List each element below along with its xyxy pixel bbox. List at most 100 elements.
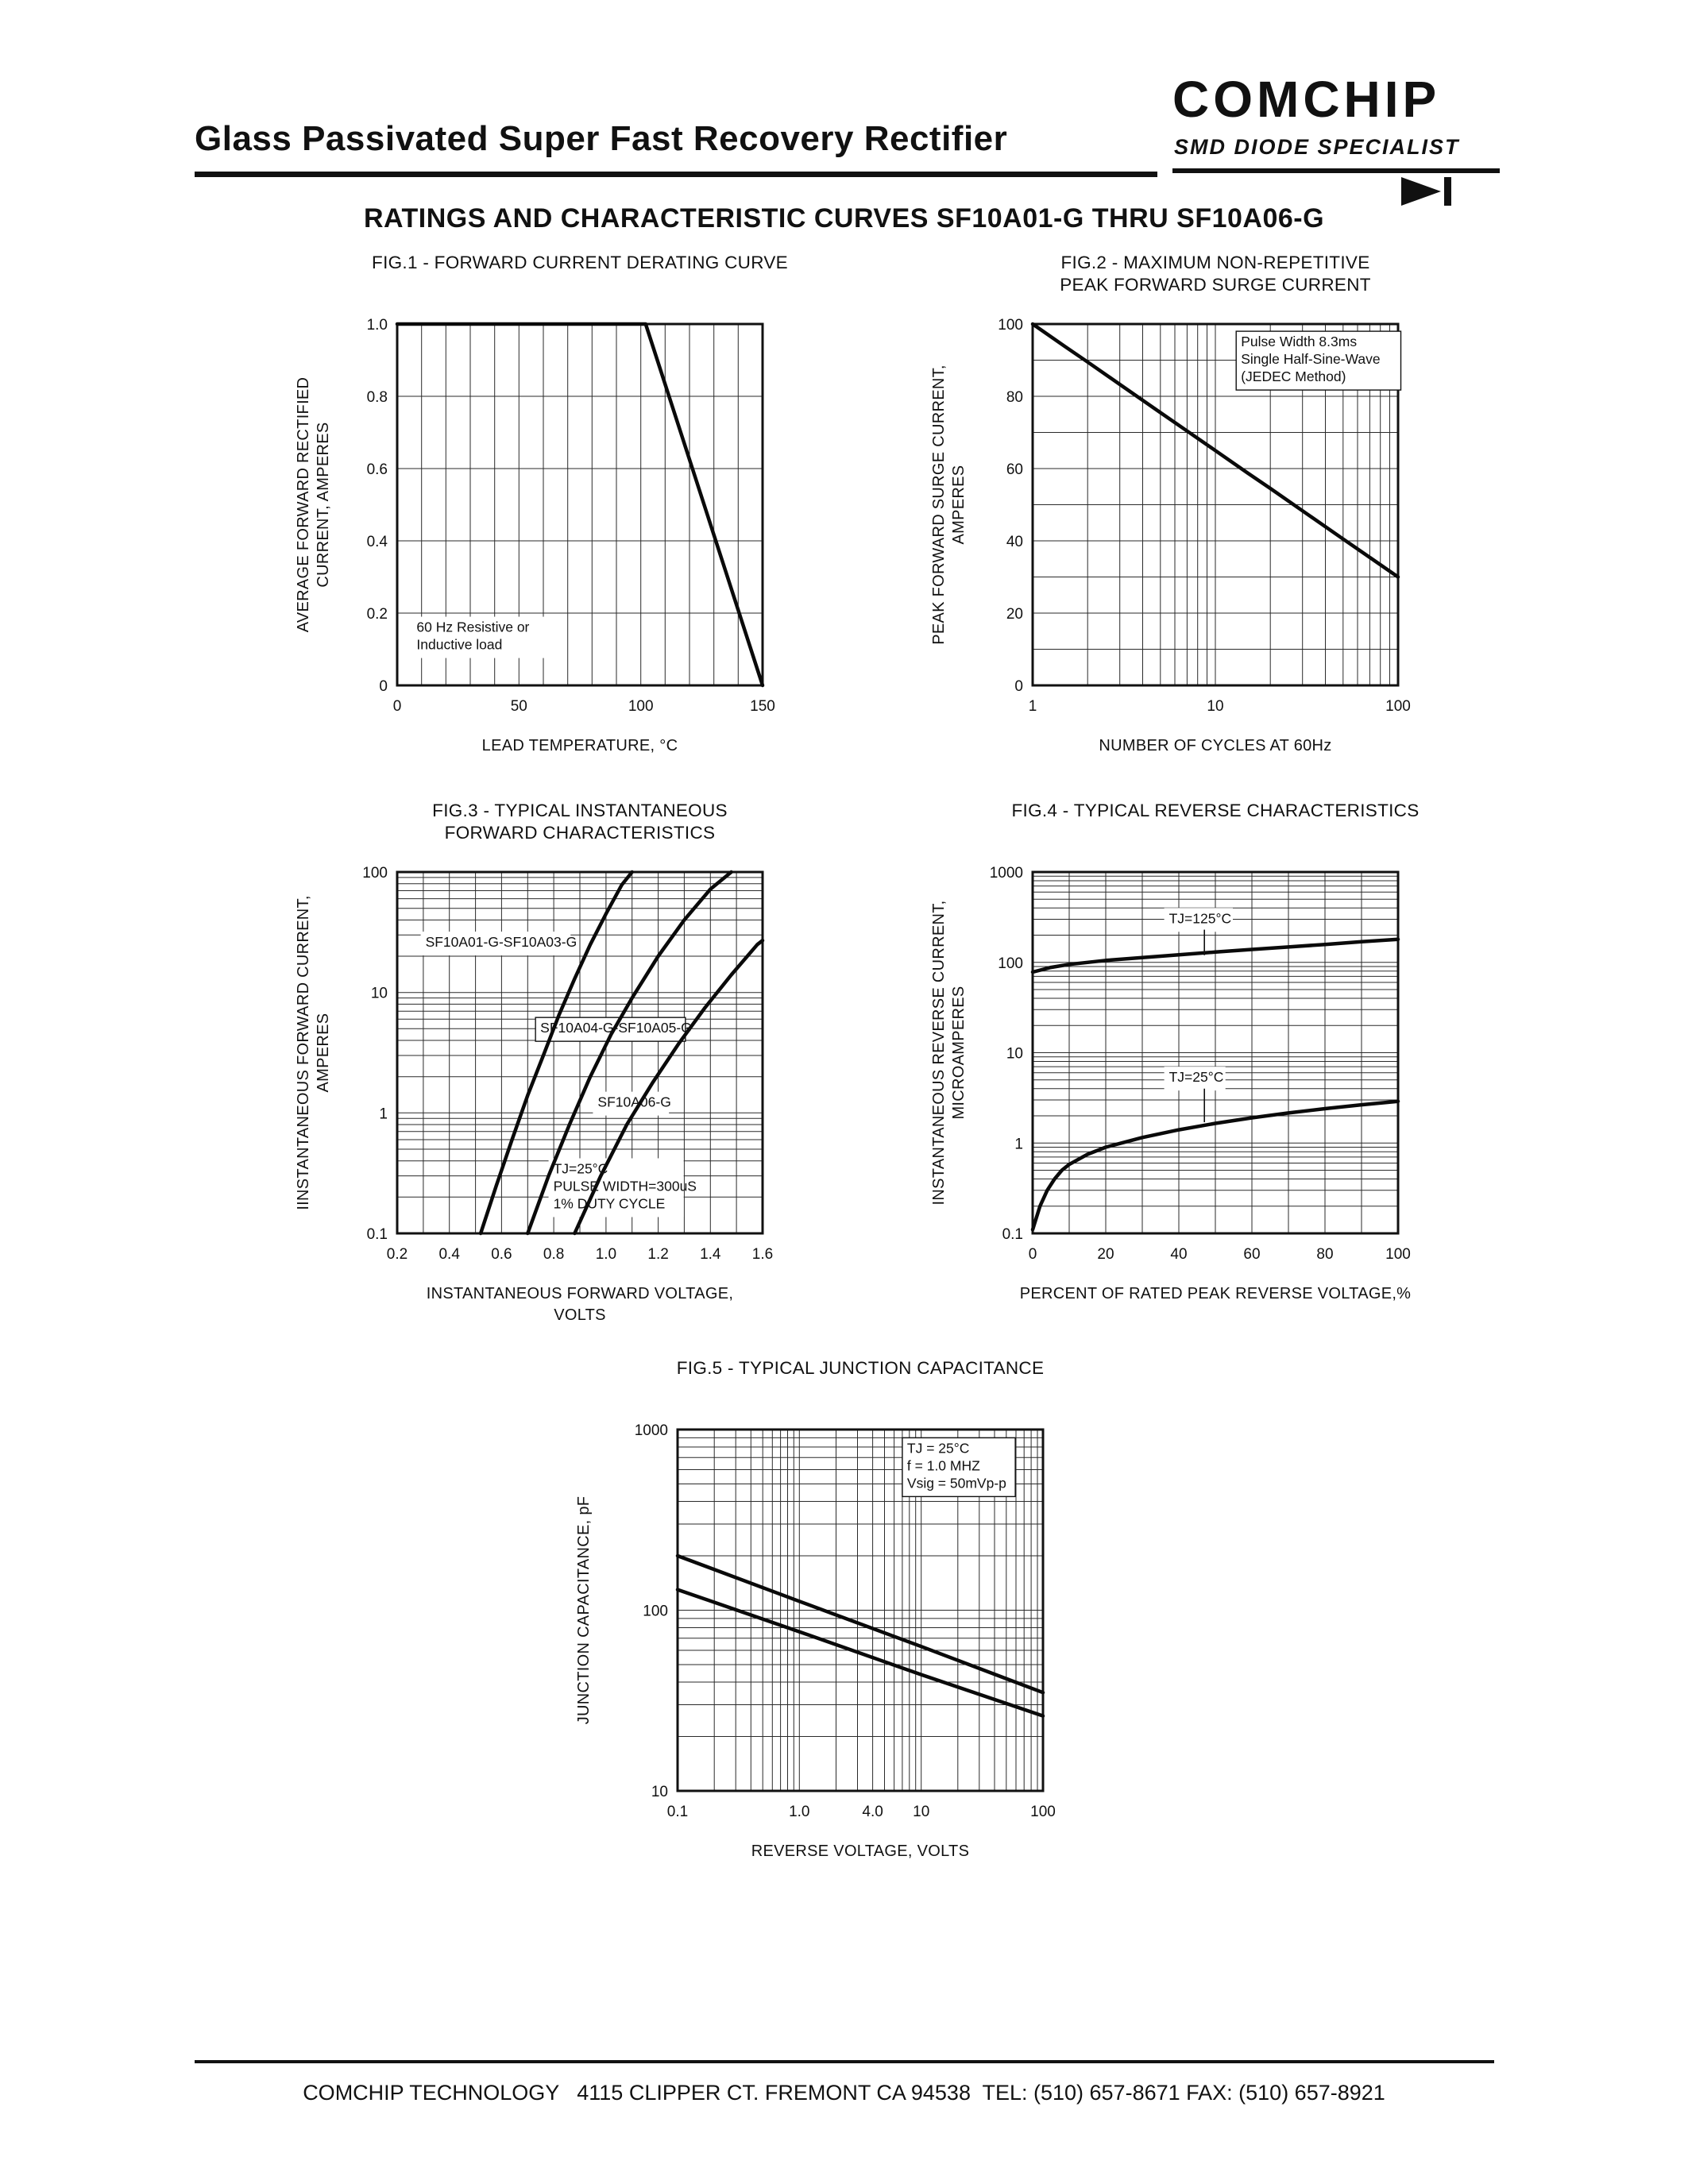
svg-text:Inductive load: Inductive load [416,637,502,653]
svg-text:60: 60 [1006,461,1023,478]
svg-text:Pulse Width 8.3ms: Pulse Width 8.3ms [1241,334,1357,349]
svg-text:TJ = 25°C: TJ = 25°C [907,1440,970,1456]
svg-text:SF10A06-G: SF10A06-G [597,1094,670,1110]
logo-rule [1172,168,1500,173]
svg-text:TJ=125°C: TJ=125°C [1169,910,1232,926]
svg-text:100: 100 [998,955,1023,972]
svg-text:1000: 1000 [635,1422,668,1439]
svg-text:VOLTS: VOLTS [554,1306,606,1324]
svg-text:SF10A01-G-SF10A03-G: SF10A01-G-SF10A03-G [426,934,577,950]
svg-text:LEAD TEMPERATURE, °C: LEAD TEMPERATURE, °C [482,737,678,754]
svg-text:CURRENT, AMPERES: CURRENT, AMPERES [315,422,332,587]
svg-text:10: 10 [1006,1046,1023,1063]
svg-text:1.2: 1.2 [647,1246,668,1263]
svg-text:10: 10 [1207,698,1223,715]
svg-text:0.2: 0.2 [367,606,388,623]
comchip-logo: COMCHIP [1172,71,1441,128]
section-heading: RATINGS AND CHARACTERISTIC CURVES SF10A0… [363,203,1325,233]
footer-text: COMCHIP TECHNOLOGY 4115 CLIPPER CT. FREM… [303,2081,1385,2105]
svg-text:1.4: 1.4 [700,1246,721,1263]
logo-tagline: SMD DIODE SPECIALIST [1174,135,1460,159]
svg-text:1: 1 [379,1106,388,1122]
fig1-forward-current-derating-chart: 0 50 100 150 0 0.2 0.4 0.6 0.8 1.0 FIG.1 - FORWARD… [295,253,788,754]
svg-text:PEAK FORWARD SURGE CURRENT,: PEAK FORWARD SURGE CURRENT, [930,365,948,645]
svg-text:INSTANTANEOUS FORWARD VOLTAGE,: INSTANTANEOUS FORWARD VOLTAGE, [427,1285,733,1302]
svg-text:REVERSE VOLTAGE, VOLTS: REVERSE VOLTAGE, VOLTS [751,1843,969,1860]
svg-text:100: 100 [628,698,654,715]
svg-text:1.0: 1.0 [367,317,388,334]
svg-text:SF10A04-G-SF10A05-G: SF10A04-G-SF10A05-G [540,1020,692,1036]
svg-text:PULSE WIDTH=300uS: PULSE WIDTH=300uS [554,1178,697,1194]
svg-text:PERCENT OF RATED PEAK REVERSE: PERCENT OF RATED PEAK REVERSE VOLTAGE,% [1020,1285,1412,1302]
fig2-peak-forward-surge-current-chart: 1 10 100 0 20 40 60 80 100 FIG.2 - MAXIMUM NON-RE… [930,253,1411,754]
svg-text:50: 50 [511,698,527,715]
title-rule [195,172,1157,177]
svg-text:0.6: 0.6 [367,461,388,478]
svg-text:100: 100 [643,1603,668,1620]
svg-text:0: 0 [1029,1246,1037,1263]
svg-text:0.8: 0.8 [543,1246,564,1263]
svg-text:0.1: 0.1 [367,1226,388,1243]
svg-text:AMPERES: AMPERES [950,465,968,545]
svg-text:0.8: 0.8 [367,389,388,406]
svg-text:FIG.4 - TYPICAL REVERSE CHARAC: FIG.4 - TYPICAL REVERSE CHARACTERISTICS [1011,801,1419,820]
fig4-reverse-characteristics-chart: 0 20 40 60 80 100 0.1 1 10 100 1000 FIG.4 - TYPICAL… [930,801,1419,1302]
svg-text:60 Hz Resistive or: 60 Hz Resistive or [416,619,529,635]
svg-text:Vsig = 50mVp-p: Vsig = 50mVp-p [907,1475,1006,1491]
svg-text:20: 20 [1097,1246,1114,1263]
svg-text:INSTANTANEOUS REVERSE CURRENT,: INSTANTANEOUS REVERSE CURRENT, [930,901,948,1206]
svg-text:FIG.5 - TYPICAL JUNCTION CAPAC: FIG.5 - TYPICAL JUNCTION CAPACITANCE [677,1358,1045,1378]
svg-text:AVERAGE FORWARD RECTIFIED: AVERAGE FORWARD RECTIFIED [295,377,312,633]
svg-text:AMPERES: AMPERES [315,1013,332,1093]
svg-text:100: 100 [998,317,1023,334]
svg-text:FIG.1 - FORWARD CURRENT DERATI: FIG.1 - FORWARD CURRENT DERATING CURVE [372,253,788,272]
svg-text:40: 40 [1006,534,1023,550]
svg-text:NUMBER OF CYCLES AT 60Hz: NUMBER OF CYCLES AT 60Hz [1099,737,1331,754]
svg-text:60: 60 [1243,1246,1260,1263]
svg-text:1.0: 1.0 [789,1804,809,1820]
svg-text:(JEDEC Method): (JEDEC Method) [1241,369,1346,384]
svg-text:80: 80 [1316,1246,1333,1263]
svg-text:0.1: 0.1 [1002,1226,1023,1243]
svg-text:IINSTANTANEOUS FORWARD CURRENT: IINSTANTANEOUS FORWARD CURRENT, [295,895,312,1210]
svg-text:100: 100 [362,865,388,882]
svg-text:FORWARD CHARACTERISTICS: FORWARD CHARACTERISTICS [445,823,716,843]
svg-text:1000: 1000 [990,865,1023,882]
svg-text:150: 150 [750,698,775,715]
svg-text:TJ=25°C: TJ=25°C [1169,1069,1224,1085]
footer-rule [195,2060,1494,2063]
svg-text:1: 1 [1014,1136,1023,1152]
diode-symbol-icon [1401,177,1451,206]
svg-text:0: 0 [393,698,402,715]
page-title: Glass Passivated Super Fast Recovery Rec… [195,119,1008,158]
svg-text:1: 1 [1029,698,1037,715]
svg-text:TJ=25°C: TJ=25°C [554,1160,608,1176]
svg-text:0.4: 0.4 [438,1246,460,1263]
svg-text:JUNCTION CAPACITANCE, pF: JUNCTION CAPACITANCE, pF [575,1496,593,1725]
svg-text:1% DUTY CYCLE: 1% DUTY CYCLE [554,1195,666,1211]
svg-text:0: 0 [379,678,388,695]
fig3-forward-characteristics-chart: 0.2 0.4 0.6 0.8 1.0 1.2 1.4 1.6 0.1 1 10 100 FIG.3 -… [295,801,773,1324]
svg-text:MICROAMPERES: MICROAMPERES [950,986,968,1119]
fig5-junction-capacitance-chart: 0.1 1.0 4.0 10 100 10 100 1000 FIG.5 - TYPICAL J… [575,1358,1056,1860]
svg-text:100: 100 [1385,698,1411,715]
svg-text:0.2: 0.2 [387,1246,408,1263]
svg-text:0: 0 [1014,678,1023,695]
svg-text:Single Half-Sine-Wave: Single Half-Sine-Wave [1241,351,1380,367]
svg-text:10: 10 [651,1784,668,1800]
svg-text:10: 10 [913,1804,929,1820]
svg-text:100: 100 [1385,1246,1411,1263]
svg-text:4.0: 4.0 [862,1804,883,1820]
svg-text:1.6: 1.6 [752,1246,773,1263]
svg-text:PEAK FORWARD SURGE CURRENT: PEAK FORWARD SURGE CURRENT [1060,275,1371,295]
svg-text:0.1: 0.1 [667,1804,688,1820]
svg-text:20: 20 [1006,606,1023,623]
svg-text:0.4: 0.4 [367,534,388,550]
svg-text:100: 100 [1030,1804,1056,1820]
svg-text:FIG.2 - MAXIMUM NON-REPETITIVE: FIG.2 - MAXIMUM NON-REPETITIVE [1060,253,1369,272]
svg-text:f = 1.0 MHZ: f = 1.0 MHZ [907,1457,980,1473]
svg-text:FIG.3 - TYPICAL INSTANTANEOUS: FIG.3 - TYPICAL INSTANTANEOUS [432,801,728,820]
svg-text:80: 80 [1006,389,1023,406]
svg-text:1.0: 1.0 [596,1246,616,1263]
